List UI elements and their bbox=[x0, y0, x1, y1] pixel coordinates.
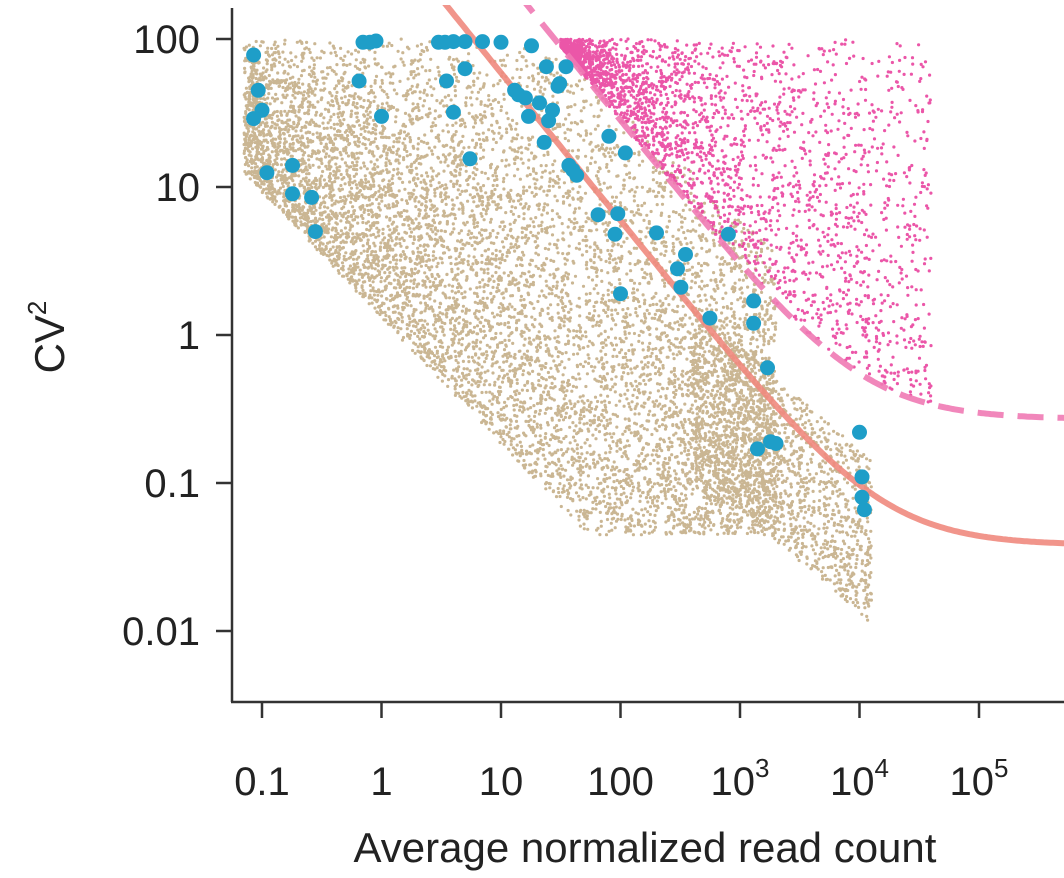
highlighted-gene-point bbox=[545, 102, 560, 118]
highlighted-gene-point bbox=[304, 189, 320, 205]
highlighted-gene-point bbox=[475, 34, 490, 50]
highlighted-gene-point bbox=[521, 108, 536, 124]
variability-threshold-curve bbox=[523, 5, 1064, 421]
highlighted-gene-point bbox=[617, 145, 633, 161]
highlighted-gene-point bbox=[246, 111, 262, 127]
y-tick-label: 1 bbox=[178, 314, 200, 358]
highlighted-gene-point bbox=[462, 151, 478, 167]
y-axis-title-sup: 2 bbox=[22, 301, 52, 315]
highlighted-gene-point bbox=[285, 157, 300, 173]
y-axis-ticks: 100 10 1 0.1 0.01 bbox=[122, 18, 232, 654]
highlighted-gene-point bbox=[259, 165, 275, 181]
highlighted-genes bbox=[246, 33, 872, 518]
highlighted-gene-point bbox=[590, 207, 606, 223]
highlighted-gene-point bbox=[607, 226, 623, 242]
highlighted-gene-point bbox=[746, 293, 762, 309]
highlighted-gene-point bbox=[307, 224, 323, 240]
highlighted-gene-point bbox=[610, 206, 626, 222]
highlighted-gene-point bbox=[720, 226, 736, 242]
highlighted-gene-point bbox=[678, 247, 693, 262]
highlighted-gene-point bbox=[517, 90, 533, 106]
gene-point-cloud bbox=[242, 37, 933, 622]
highlighted-gene-point bbox=[493, 34, 509, 50]
y-tick-label: 0.1 bbox=[144, 462, 200, 506]
highlighted-gene-point bbox=[439, 73, 454, 89]
highlighted-gene-point bbox=[854, 469, 870, 485]
highlighted-gene-point bbox=[558, 59, 574, 75]
highlighted-gene-point bbox=[601, 128, 617, 144]
highlighted-gene-point bbox=[856, 502, 872, 518]
highlighted-gene-point bbox=[649, 225, 664, 241]
highlighted-gene-point bbox=[536, 134, 552, 150]
highlighted-gene-point bbox=[532, 95, 547, 111]
highlighted-gene-point bbox=[760, 360, 775, 376]
highlighted-gene-point bbox=[854, 489, 870, 505]
highlighted-gene-point bbox=[613, 286, 628, 302]
x-tick-label: 105 bbox=[950, 753, 1009, 804]
y-axis-title-base: CV bbox=[26, 315, 73, 373]
highlighted-gene-point bbox=[457, 34, 473, 50]
x-tick-label: 10 bbox=[479, 760, 524, 804]
highly-variable-gene-points bbox=[559, 37, 933, 404]
highlighted-gene-point bbox=[552, 76, 568, 92]
highlighted-gene-point bbox=[750, 441, 765, 457]
highlighted-gene-point bbox=[670, 261, 685, 277]
y-tick-label: 0.01 bbox=[122, 610, 200, 654]
fit-curves bbox=[442, 5, 1064, 547]
x-tick-label: 1 bbox=[370, 760, 392, 804]
background-gene-points bbox=[242, 37, 873, 622]
highlighted-gene-point bbox=[538, 59, 554, 75]
y-axis-title: CV2 bbox=[22, 301, 73, 374]
highlighted-gene-point bbox=[368, 33, 384, 49]
highlighted-gene-point bbox=[445, 34, 461, 50]
x-tick-label: 104 bbox=[830, 753, 889, 804]
y-tick-label: 10 bbox=[156, 166, 201, 210]
highlighted-gene-point bbox=[285, 186, 300, 202]
highlighted-gene-point bbox=[445, 104, 461, 120]
highlighted-gene-point bbox=[524, 38, 539, 54]
x-axis-ticks: 0.1 1 10 100 103 104 105 bbox=[234, 702, 1008, 804]
highlighted-gene-point bbox=[746, 315, 762, 331]
highlighted-gene-point bbox=[351, 73, 367, 89]
highlighted-gene-point bbox=[457, 61, 473, 77]
x-axis-title: Average normalized read count bbox=[354, 824, 937, 871]
highlighted-gene-point bbox=[374, 108, 389, 124]
highlighted-gene-point bbox=[673, 279, 689, 295]
highlighted-gene-point bbox=[246, 47, 262, 63]
highlighted-gene-point bbox=[768, 436, 784, 451]
highlighted-gene-point bbox=[702, 310, 718, 326]
highlighted-gene-point bbox=[250, 82, 266, 98]
x-tick-label: 100 bbox=[587, 760, 654, 804]
highlighted-gene-point bbox=[569, 167, 585, 183]
x-tick-label: 103 bbox=[711, 753, 770, 804]
highlighted-gene-point bbox=[852, 424, 867, 440]
y-tick-label: 100 bbox=[133, 18, 200, 62]
x-tick-label: 0.1 bbox=[234, 760, 290, 804]
technical-noise-fit-curve bbox=[442, 5, 1064, 547]
